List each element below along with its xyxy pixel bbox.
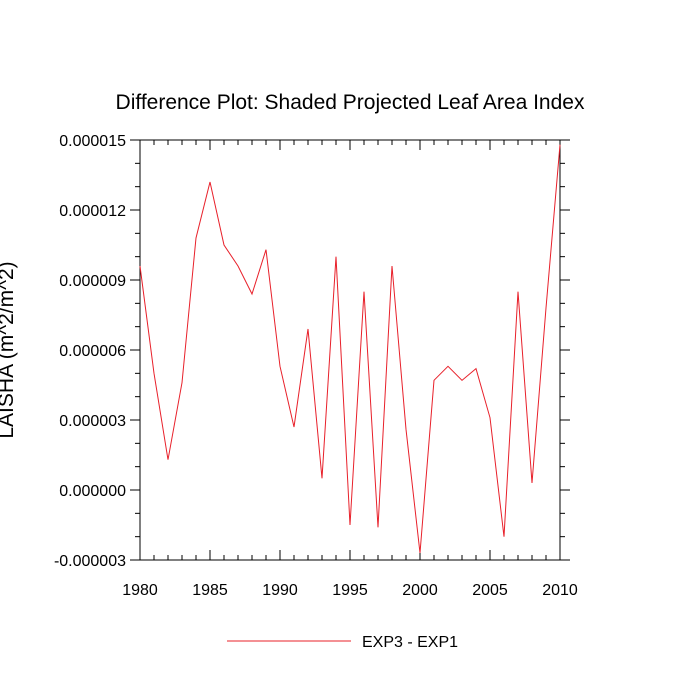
x-tick-label: 2005 <box>472 582 508 599</box>
y-tick-label: -0.000003 <box>54 553 126 570</box>
y-tick-label: 0.000003 <box>59 413 126 430</box>
chart-title: Difference Plot: Shaded Projected Leaf A… <box>116 91 585 114</box>
x-tick-label: 1990 <box>262 582 298 599</box>
x-tick-label: 1980 <box>122 582 158 599</box>
legend-label: EXP3 - EXP1 <box>362 634 458 651</box>
legend: EXP3 - EXP1 <box>227 634 458 651</box>
x-tick-label: 1995 <box>332 582 368 599</box>
x-tick-label: 1985 <box>192 582 228 599</box>
y-axis-label: LAISHA (m^2/m^2) <box>0 261 18 438</box>
y-tick-label: 0.000009 <box>59 273 126 290</box>
series-line <box>139 144 561 554</box>
y-tick-label: 0.000000 <box>59 483 126 500</box>
y-tick-label: 0.000006 <box>59 343 126 360</box>
y-tick-label: 0.000015 <box>59 133 126 150</box>
x-tick-label: 2010 <box>542 582 578 599</box>
x-tick-label: 2000 <box>402 582 438 599</box>
plot-area: 1980 1985 1990 1995 2000 2005 2010 -0.000003 0.0… <box>54 133 578 599</box>
plot-frame <box>139 139 561 561</box>
y-tick-label: 0.000012 <box>59 203 126 220</box>
